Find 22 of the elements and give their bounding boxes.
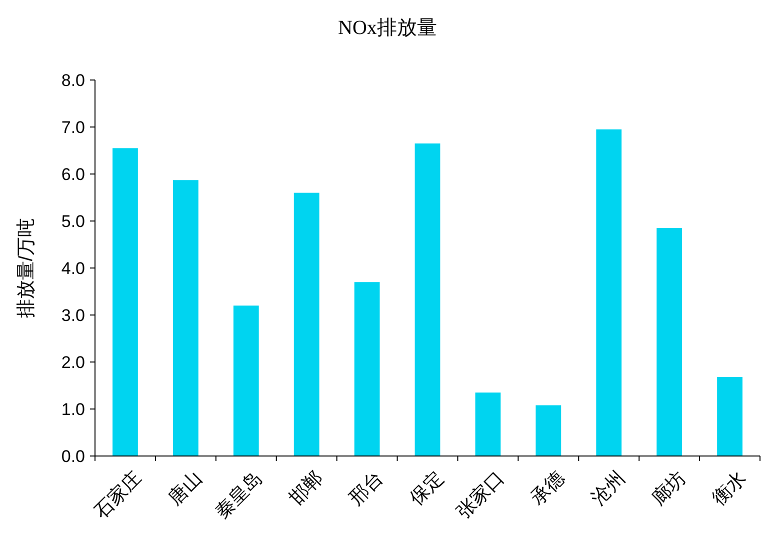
y-tick-label: 8.0	[61, 71, 85, 90]
x-tick-label: 张家口	[452, 467, 509, 523]
y-tick-label: 2.0	[61, 353, 85, 372]
y-tick-label: 1.0	[61, 400, 85, 419]
x-tick-label: 邯郸	[285, 468, 328, 510]
x-tick-label: 秦皇岛	[212, 468, 267, 523]
x-tick-label: 承德	[527, 468, 569, 510]
y-tick-label: 7.0	[61, 118, 85, 137]
x-tick-label: 保定	[406, 467, 448, 510]
chart-title: NOx排放量	[338, 17, 437, 39]
x-tick-label: 石家庄	[90, 467, 146, 523]
y-tick-label: 0.0	[61, 447, 85, 466]
x-tick-label: 廊坊	[647, 467, 690, 510]
x-tick-label: 沧州	[588, 468, 630, 510]
y-tick-label: 6.0	[61, 165, 85, 184]
y-axis-title: 排放量/万吨	[16, 218, 37, 318]
y-tick-label: 4.0	[61, 259, 85, 278]
x-tick-label: 邢台	[346, 468, 388, 510]
x-tick-label: 衡水	[708, 468, 750, 510]
y-tick-label: 3.0	[61, 306, 85, 325]
x-tick-label: 唐山	[164, 467, 206, 510]
y-tick-label: 5.0	[61, 212, 85, 231]
